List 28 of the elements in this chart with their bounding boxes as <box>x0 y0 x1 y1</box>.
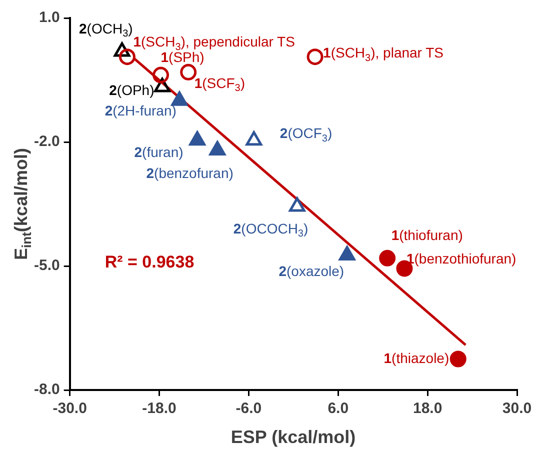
point <box>171 91 188 106</box>
y-axis-title: Eint(kcal/mol) <box>10 148 34 260</box>
annotation: 2(2H-furan) <box>104 102 176 119</box>
annotation: 2(oxazole) <box>278 263 344 280</box>
point <box>450 350 466 368</box>
x-tick-label: 30.0 <box>502 400 532 418</box>
y-tick-label: -5.0 <box>34 257 60 274</box>
y-tick-label: -8.0 <box>34 381 60 398</box>
point <box>379 250 396 266</box>
annotation: 1(thiofuran) <box>391 227 463 244</box>
annotation: R² = 0.9638 <box>104 252 194 272</box>
y-tick-label: -2.0 <box>34 133 60 150</box>
point <box>246 131 262 146</box>
x-tick-label: -30.0 <box>52 400 87 418</box>
x-tick-label: -18.0 <box>142 400 176 418</box>
annotation: 2(furan) <box>134 144 184 160</box>
x-tick-label: 18.0 <box>412 400 442 418</box>
point <box>338 246 356 261</box>
y-tick-label: 1.0 <box>38 9 60 26</box>
annotation: 2(benzofuran) <box>146 165 234 182</box>
annotation: 2(OPh) <box>109 82 154 98</box>
x-axis-title: ESP (kcal/mol) <box>230 426 356 447</box>
point <box>288 197 306 212</box>
annotation: 1(thiazole) <box>384 350 450 366</box>
x-tick-label: 6.0 <box>328 400 349 418</box>
x-tick-label: -6.0 <box>236 400 262 418</box>
point <box>189 131 206 146</box>
point <box>209 141 226 156</box>
